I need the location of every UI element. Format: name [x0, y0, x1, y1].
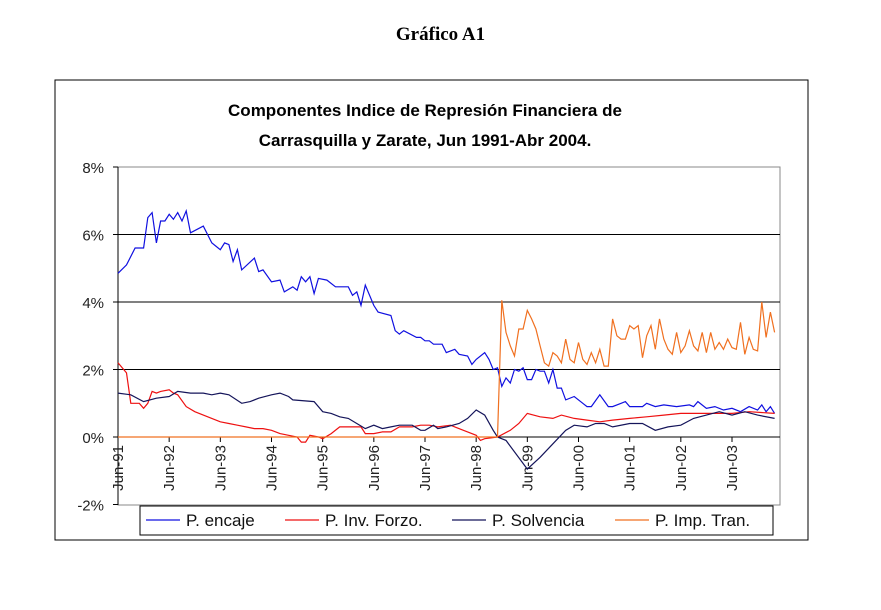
x-tick-label: Jun-94 [264, 445, 281, 491]
x-tick-label: Jun-97 [417, 445, 434, 491]
chart-frame [54, 79, 809, 541]
series-line-p-inv-forzo- [117, 362, 775, 443]
y-tick-label: 0% [82, 430, 104, 447]
x-tick-label: Jun-91 [110, 445, 127, 491]
x-tick-label: Jun-00 [571, 445, 588, 491]
y-tick-label: 8% [82, 160, 104, 177]
y-tick-label: 4% [82, 295, 104, 312]
x-tick-label: Jun-92 [161, 445, 178, 491]
y-tick-label: 2% [82, 363, 104, 380]
legend-label: P. Inv. Forzo. [325, 511, 423, 530]
series-line-p-imp-tran- [118, 300, 776, 438]
legend-label: P. Solvencia [492, 511, 585, 530]
y-tick-label: -2% [77, 498, 104, 515]
chart-title-line-2: Carrasquilla y Zarate, Jun 1991-Abr 2004… [259, 131, 592, 150]
series-line-p-encaje [117, 208, 776, 414]
x-tick-label: Jun-95 [315, 445, 332, 491]
legend-label: P. Imp. Tran. [655, 511, 750, 530]
x-tick-label: Jun-03 [724, 445, 741, 491]
x-tick-label: Jun-98 [468, 445, 485, 491]
chart-title-line-1: Componentes Indice de Represión Financie… [228, 101, 622, 120]
y-tick-label: 6% [82, 228, 104, 245]
document-title: Gráfico A1 [395, 24, 486, 45]
legend-label: P. encaje [186, 511, 255, 530]
x-tick-label: Jun-01 [622, 445, 639, 491]
series-line-p-solvencia [117, 390, 775, 470]
x-tick-label: Jun-93 [212, 445, 229, 491]
x-tick-label: Jun-02 [673, 445, 690, 491]
x-tick-label: Jun-96 [366, 445, 383, 491]
